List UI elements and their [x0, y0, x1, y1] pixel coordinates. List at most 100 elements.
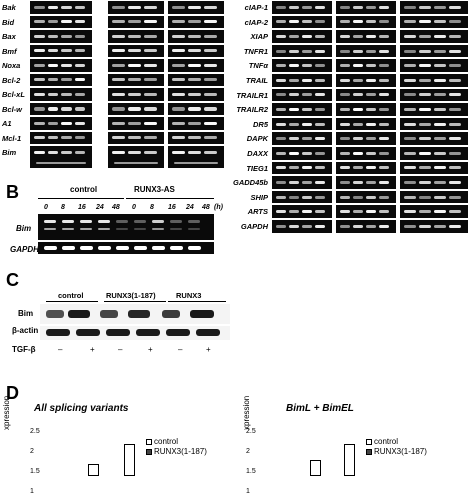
- gel-band: [302, 210, 312, 214]
- gel-band: [61, 49, 72, 53]
- gel-band: [44, 228, 56, 230]
- gel-band: [47, 107, 58, 112]
- gel-band: [289, 210, 299, 214]
- gel-band: [62, 220, 74, 223]
- gene-label: GAPDH: [240, 222, 268, 231]
- gel-band: [353, 64, 363, 68]
- gel-band: [34, 92, 45, 96]
- gel-band: [172, 63, 185, 67]
- gel-band: [404, 5, 416, 9]
- gel-strip: [168, 73, 224, 86]
- gel-band: [404, 224, 416, 228]
- gene-label: DR5: [252, 119, 268, 129]
- gel-band: [434, 93, 446, 97]
- gel-band: [434, 180, 446, 184]
- gel-band: [353, 93, 363, 97]
- legend-label: RUNX3(1-187): [374, 447, 427, 456]
- gel-strip: [272, 117, 332, 131]
- gel-band: [204, 107, 217, 112]
- gel-band: [116, 220, 128, 223]
- gel-band: [315, 137, 325, 141]
- gel-strip: [336, 44, 396, 58]
- gel-band: [434, 210, 446, 214]
- gel-band: [170, 228, 182, 230]
- chart-2-ylabel: xpression: [242, 395, 251, 430]
- bar-runx3-1-187: [344, 444, 355, 476]
- y-tick-label: 1: [30, 488, 34, 495]
- gel-band: [315, 210, 325, 214]
- gel-band: [449, 210, 461, 214]
- gel-strip: [108, 117, 164, 130]
- treatment-sign: +: [148, 345, 153, 354]
- gel-band: [276, 122, 286, 126]
- gel-band: [289, 151, 299, 155]
- gel-band: [302, 20, 312, 24]
- gel-band: [112, 20, 125, 24]
- gel-band: [340, 151, 350, 155]
- gel-band: [340, 64, 350, 68]
- gel-band: [276, 93, 286, 97]
- gel-band: [419, 64, 431, 68]
- gel-strip: [30, 117, 92, 130]
- gel-band: [419, 180, 431, 184]
- gel-band: [172, 49, 185, 53]
- gene-label: Bid: [2, 17, 15, 27]
- panel-b-group-control: control: [70, 185, 98, 194]
- timepoint-label: 16: [168, 204, 176, 211]
- gel-band: [434, 64, 446, 68]
- gel-band: [144, 136, 157, 140]
- gel-band: [188, 121, 201, 125]
- gel-band: [34, 5, 45, 9]
- gel-band: [449, 180, 461, 184]
- y-tick-label: 1.5: [30, 468, 40, 475]
- gel-band: [128, 78, 141, 82]
- gel-strip: [30, 102, 92, 115]
- gel-band: [379, 20, 389, 24]
- gel-band: [34, 121, 45, 125]
- gel-band: [172, 5, 185, 9]
- timepoint-label: 8: [61, 204, 65, 211]
- gel-strip: [168, 1, 224, 14]
- gene-label: TIEG1: [246, 163, 268, 173]
- gel-strip: [272, 132, 332, 145]
- gel-strip: [400, 15, 468, 29]
- blot-band: [76, 329, 100, 336]
- gel-band: [302, 137, 312, 141]
- gel-strip: [336, 147, 396, 160]
- gel-band: [404, 49, 416, 53]
- y-tick-label: 2.5: [246, 428, 256, 435]
- gel-band: [419, 195, 431, 199]
- gel-band: [434, 151, 446, 155]
- gel-band: [61, 150, 72, 154]
- gel-band: [80, 220, 92, 223]
- legend-entry: control: [146, 438, 178, 446]
- gel-band: [289, 64, 299, 68]
- gel-band: [419, 166, 431, 170]
- gel-band: [353, 166, 363, 170]
- gel-band: [289, 122, 299, 126]
- timepoint-label: 48: [112, 204, 120, 211]
- gel-band: [152, 220, 164, 223]
- gel-band: [188, 5, 201, 9]
- gene-label: Bak: [2, 3, 16, 12]
- y-tick-label: 2: [246, 448, 250, 455]
- gel-band: [34, 63, 45, 67]
- gel-strip: [336, 74, 396, 87]
- gel-band: [434, 122, 446, 126]
- gel-band: [289, 78, 299, 82]
- gel-strip: [400, 74, 468, 87]
- gel-strip: [108, 102, 164, 115]
- gel-band: [302, 180, 312, 184]
- gel-strip: [272, 220, 332, 233]
- y-tick-label: 1.5: [246, 468, 256, 475]
- treatment-sign: –: [178, 345, 183, 354]
- gel-strip: [168, 117, 224, 130]
- gel-band: [302, 78, 312, 82]
- gel-band: [47, 5, 58, 9]
- gel-band: [289, 93, 299, 97]
- gene-label: ARTS: [247, 207, 268, 217]
- timepoint-label: 48: [202, 204, 210, 211]
- gel-band: [353, 195, 363, 199]
- gel-band: [34, 78, 45, 82]
- gel-band: [434, 5, 446, 9]
